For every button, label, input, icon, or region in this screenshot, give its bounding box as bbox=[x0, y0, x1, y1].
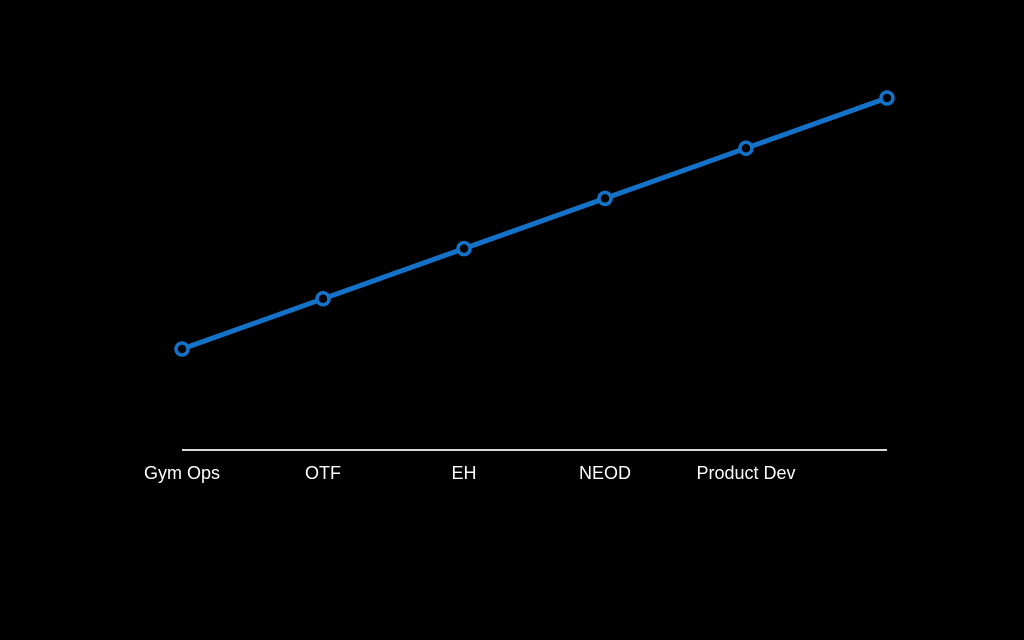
data-point bbox=[174, 341, 190, 357]
x-tick-label: EH bbox=[451, 463, 476, 483]
data-point bbox=[597, 190, 613, 207]
x-tick-label: Product Dev bbox=[696, 463, 795, 483]
data-point bbox=[456, 240, 472, 257]
x-tick-label: Gym Ops bbox=[144, 463, 220, 483]
data-point bbox=[738, 140, 754, 156]
series-line bbox=[181, 95, 888, 352]
x-tick-labels: Gym Ops OTF EH NEOD Product Dev bbox=[144, 463, 796, 483]
data-point bbox=[315, 291, 331, 307]
x-tick-label: NEOD bbox=[579, 463, 631, 483]
data-point bbox=[879, 90, 895, 106]
series-layer bbox=[174, 90, 895, 357]
x-tick-label: OTF bbox=[305, 463, 341, 483]
